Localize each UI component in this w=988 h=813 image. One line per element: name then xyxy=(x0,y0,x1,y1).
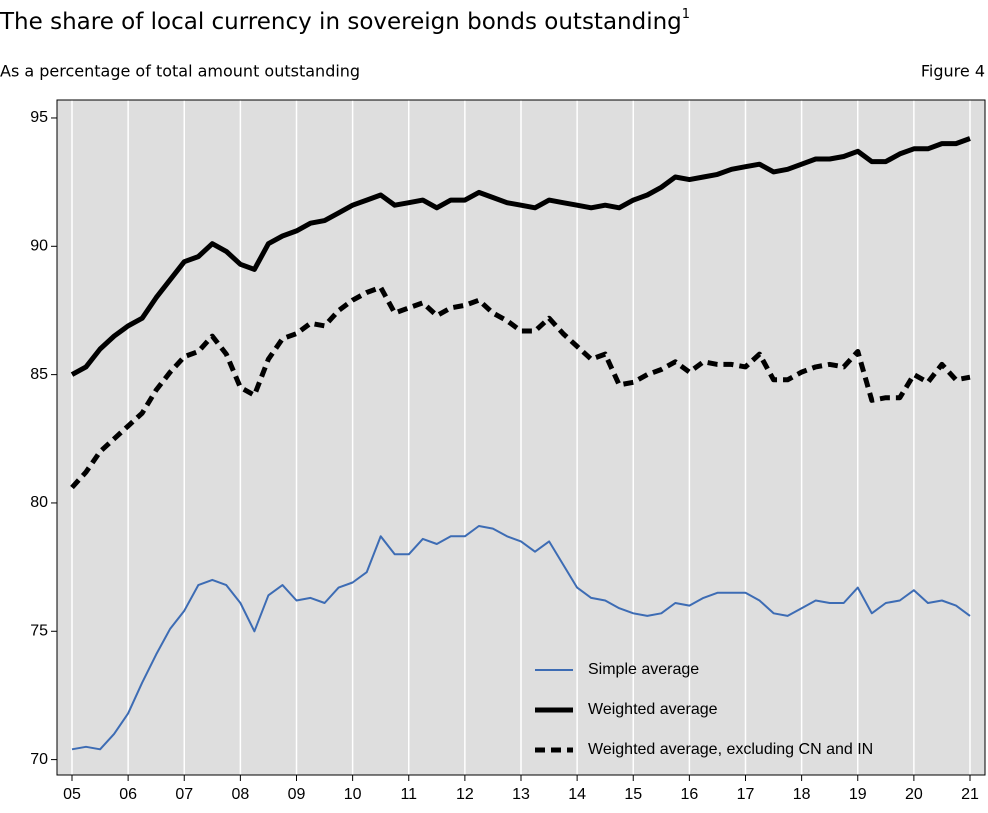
y-tick-label: 75 xyxy=(30,622,48,639)
subtitle: As a percentage of total amount outstand… xyxy=(0,62,360,81)
footnote-marker: 1 xyxy=(682,7,690,22)
plot-frame xyxy=(56,99,986,776)
title-text: The share of local currency in sovereign… xyxy=(0,9,682,35)
y-tick-label: 80 xyxy=(30,494,48,511)
legend-label: Weighted average, excluding CN and IN xyxy=(588,741,873,758)
legend-label: Simple average xyxy=(588,661,699,678)
legend-label: Weighted average xyxy=(588,701,718,718)
x-tick-label: 21 xyxy=(961,786,979,803)
y-tick-label: 85 xyxy=(30,366,48,383)
y-tick-label: 95 xyxy=(30,109,48,126)
x-tick-label: 09 xyxy=(288,786,306,803)
x-tick-label: 11 xyxy=(400,786,417,803)
x-tick-label: 10 xyxy=(344,786,362,803)
x-tick-label: 14 xyxy=(568,786,586,803)
y-tick-label: 90 xyxy=(30,238,48,255)
y-tick-label: 70 xyxy=(30,751,48,768)
x-tick-label: 19 xyxy=(849,786,867,803)
series-line xyxy=(70,136,971,377)
x-tick-label: 15 xyxy=(624,786,642,803)
x-tick-label: 06 xyxy=(119,786,137,803)
figure-label: Figure 4 xyxy=(921,62,985,81)
x-tick-label: 16 xyxy=(680,786,698,803)
chart-title: The share of local currency in sovereign… xyxy=(0,7,690,35)
x-tick-label: 08 xyxy=(231,786,249,803)
series-line xyxy=(71,525,971,751)
x-tick-label: 20 xyxy=(905,786,923,803)
x-tick-label: 07 xyxy=(175,786,193,803)
x-tick-label: 12 xyxy=(456,786,474,803)
x-tick-label: 17 xyxy=(737,786,755,803)
x-tick-label: 05 xyxy=(63,786,81,803)
series-line xyxy=(70,284,971,490)
x-tick-label: 18 xyxy=(793,786,811,803)
x-tick-label: 13 xyxy=(512,786,530,803)
